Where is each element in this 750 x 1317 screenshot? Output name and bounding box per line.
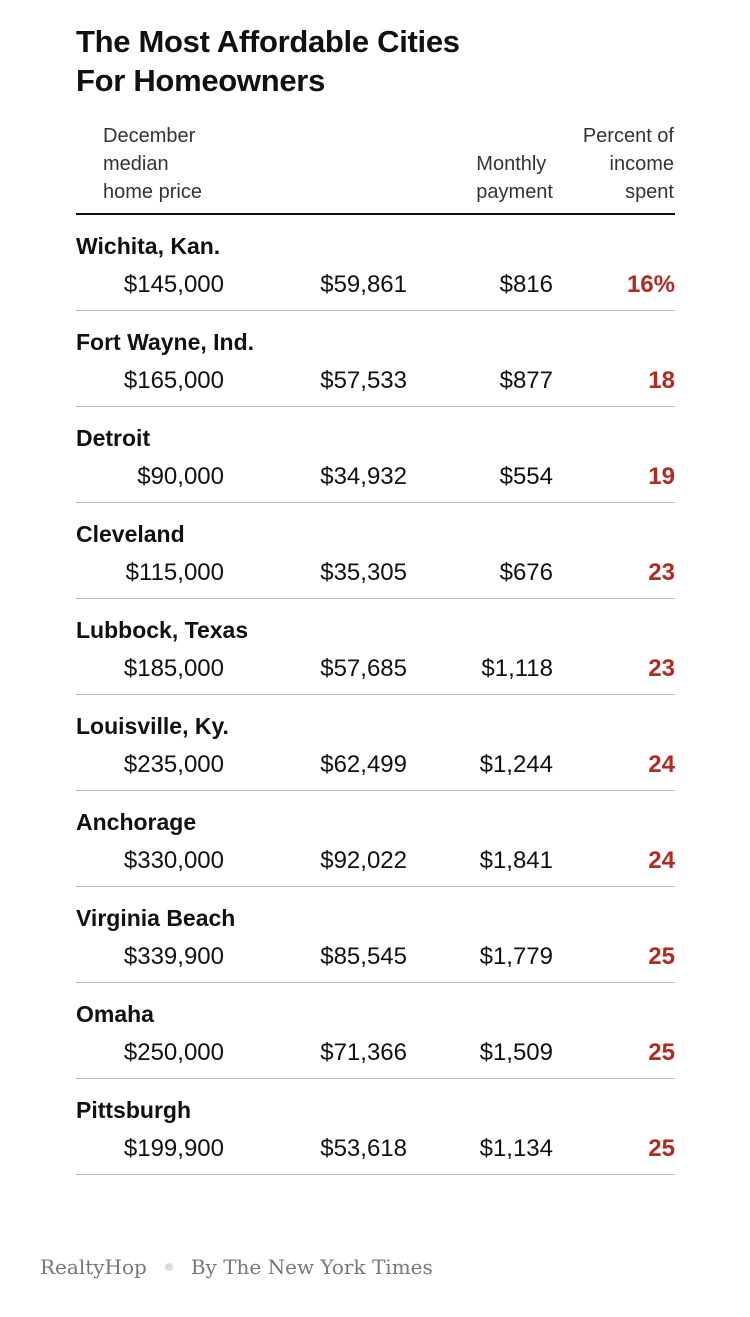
city-name: Omaha — [76, 1001, 154, 1027]
percent-income: 23 — [648, 559, 675, 586]
chart-title: The Most Affordable Cities For Homeowner… — [76, 22, 460, 100]
header-monthly-payment: Monthly payment — [476, 150, 553, 206]
table-row: Detroit $90,000 $34,932 $554 19 — [76, 407, 675, 503]
median-income: $59,861 — [320, 271, 407, 298]
table-row: Anchorage $330,000 $92,022 $1,841 24 — [76, 791, 675, 887]
median-income: $85,545 — [320, 943, 407, 970]
home-price: $235,000 — [123, 751, 224, 778]
header-text: Percent of — [582, 125, 674, 147]
home-price: $90,000 — [137, 463, 224, 490]
byline: By The New York Times — [190, 1255, 433, 1279]
percent-income: 23 — [648, 655, 675, 682]
table-row: Pittsburgh $199,900 $53,618 $1,134 25 — [76, 1079, 675, 1175]
median-income: $57,685 — [320, 655, 407, 682]
city-name: Detroit — [76, 425, 151, 451]
home-price: $145,000 — [123, 271, 224, 298]
source-credit: RealtyHop — [40, 1255, 147, 1279]
city-name: Anchorage — [76, 809, 197, 835]
monthly-payment: $1,841 — [479, 847, 553, 874]
header-percent-income: Percent of income spent — [583, 122, 674, 206]
table-row: Wichita, Kan. $145,000 $59,861 $816 16% — [76, 215, 675, 311]
home-price: $250,000 — [123, 1039, 224, 1066]
table-row: Fort Wayne, Ind. $165,000 $57,533 $877 18 — [76, 311, 675, 407]
home-price: $339,900 — [123, 943, 224, 970]
percent-income: 25 — [648, 943, 675, 970]
header-text: Monthly — [476, 153, 547, 175]
table-row: Lubbock, Texas $185,000 $57,685 $1,118 23 — [76, 599, 675, 695]
monthly-payment: $1,509 — [479, 1039, 553, 1066]
median-income: $35,305 — [320, 559, 407, 586]
city-name: Lubbock, Texas — [76, 617, 249, 643]
separator-dot — [164, 1263, 173, 1271]
percent-income: 25 — [648, 1135, 675, 1162]
city-name: Cleveland — [76, 521, 185, 547]
home-price: $199,900 — [123, 1135, 224, 1162]
median-income: $62,499 — [320, 751, 407, 778]
median-income: $71,366 — [320, 1039, 407, 1066]
table-row: Cleveland $115,000 $35,305 $676 23 — [76, 503, 675, 599]
percent-income: 25 — [648, 1039, 675, 1066]
city-name: Wichita, Kan. — [76, 233, 221, 259]
median-income: $92,022 — [320, 847, 407, 874]
monthly-payment: $1,118 — [481, 655, 553, 682]
median-income: $57,533 — [320, 367, 407, 394]
monthly-payment: $1,244 — [479, 751, 553, 778]
header-text: home price — [103, 181, 202, 203]
monthly-payment: $877 — [499, 367, 553, 394]
header-home-price: December median home price — [103, 122, 202, 206]
home-price: $165,000 — [123, 367, 224, 394]
percent-income: 24 — [648, 751, 675, 778]
home-price: $330,000 — [123, 847, 224, 874]
header-rule — [76, 213, 675, 215]
home-price: $115,000 — [125, 559, 224, 586]
monthly-payment: $1,134 — [479, 1135, 553, 1162]
city-name: Virginia Beach — [76, 905, 236, 931]
title-line-1: The Most Affordable Cities — [76, 24, 460, 59]
median-income: $34,932 — [320, 463, 407, 490]
table-row: Omaha $250,000 $71,366 $1,509 25 — [76, 983, 675, 1079]
title-line-2: For Homeowners — [76, 63, 326, 98]
percent-income: 24 — [648, 847, 675, 874]
monthly-payment: $676 — [499, 559, 553, 586]
home-price: $185,000 — [123, 655, 224, 682]
city-name: Pittsburgh — [76, 1097, 191, 1123]
city-name: Fort Wayne, Ind. — [76, 329, 255, 355]
header-text: income — [609, 153, 674, 175]
header-text: median — [103, 153, 169, 175]
monthly-payment: $816 — [499, 271, 553, 298]
percent-income: 16% — [626, 271, 675, 298]
header-text: payment — [476, 181, 553, 203]
city-name: Louisville, Ky. — [76, 713, 229, 739]
table-row: Virginia Beach $339,900 $85,545 $1,779 25 — [76, 887, 675, 983]
header-text: spent — [625, 181, 674, 203]
table-row: Louisville, Ky. $235,000 $62,499 $1,244 24 — [76, 695, 675, 791]
header-text: December — [103, 125, 196, 147]
monthly-payment: $1,779 — [479, 943, 553, 970]
table-body: Wichita, Kan. $145,000 $59,861 $816 16% Fort … — [76, 215, 675, 1175]
footer: RealtyHop By The New York Times — [40, 1255, 433, 1279]
monthly-payment: $554 — [499, 463, 553, 490]
median-income: $53,618 — [320, 1135, 407, 1162]
percent-income: 18 — [648, 367, 675, 394]
percent-income: 19 — [648, 463, 675, 490]
